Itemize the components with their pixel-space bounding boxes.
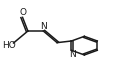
Text: HO: HO: [2, 41, 16, 50]
Text: N: N: [40, 22, 47, 31]
Text: N: N: [69, 50, 75, 59]
Text: O: O: [19, 8, 26, 17]
